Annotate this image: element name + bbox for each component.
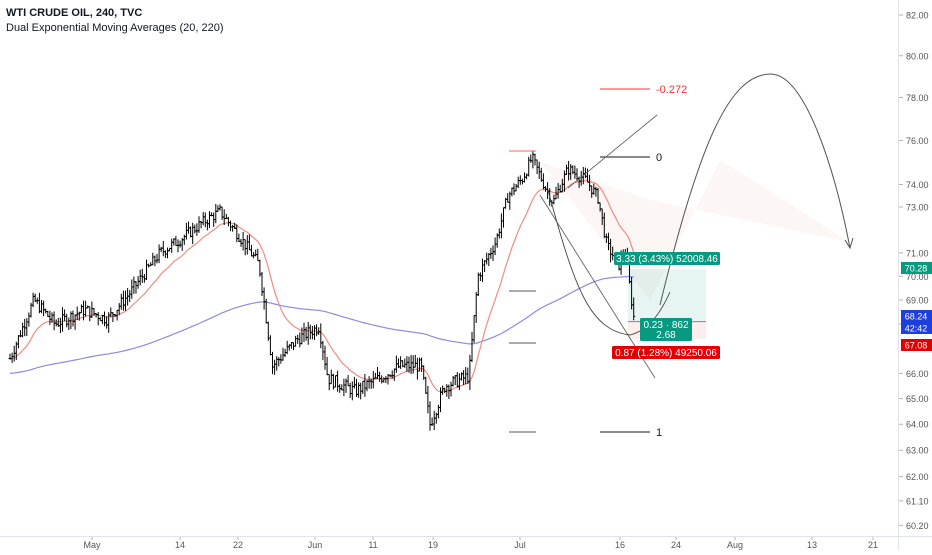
y-tick-label: 71.00 xyxy=(906,248,929,258)
y-tick-label: 78.00 xyxy=(906,93,929,103)
fib-level-label: -0.272 xyxy=(656,84,687,96)
projection-shade xyxy=(540,160,850,300)
y-tick-label: 63.00 xyxy=(906,446,929,456)
y-tick-label: 62.00 xyxy=(906,472,929,482)
x-tick-label: 11 xyxy=(368,540,377,550)
price-badge: 68.24 xyxy=(905,312,928,322)
ema-fast-line xyxy=(9,179,635,392)
price-badge-bg xyxy=(901,310,932,322)
entry-label: 0.23 · 862 xyxy=(643,320,688,331)
x-tick-label: Aug xyxy=(727,540,743,550)
x-tick-label: 21 xyxy=(868,540,878,550)
price-badge: 70.28 xyxy=(905,264,928,274)
x-tick-label: 13 xyxy=(807,540,817,550)
y-tick-label: 82.00 xyxy=(906,10,929,20)
y-tick-label: 70.00 xyxy=(906,272,929,282)
x-tick-label: May xyxy=(83,540,101,550)
ema-slow-line xyxy=(9,275,634,374)
stop-label-bg xyxy=(612,346,720,359)
price-badge-bg xyxy=(901,262,932,274)
target-label-bg xyxy=(614,252,720,265)
indicator-label: Dual Exponential Moving Averages (20, 22… xyxy=(6,22,224,34)
ratio-label-bg xyxy=(640,328,692,341)
y-tick-label: 76.00 xyxy=(906,136,929,146)
price-badge: 42:42 xyxy=(905,324,928,334)
x-tick-label: 19 xyxy=(428,540,438,550)
y-tick-label: 61.10 xyxy=(906,496,929,506)
chart-legend: WTI CRUDE OIL, 240, TVC Dual Exponential… xyxy=(6,6,224,36)
x-tick-label: 24 xyxy=(671,540,681,550)
y-tick-label: 66.00 xyxy=(906,369,929,379)
y-tick-label: 69.00 xyxy=(906,296,929,306)
y-tick-label: 64.00 xyxy=(906,420,929,430)
chart-title: WTI CRUDE OIL, 240, TVC xyxy=(6,7,143,19)
x-tick-label: Jun xyxy=(308,540,323,550)
projection-arc xyxy=(659,73,851,306)
curve-line xyxy=(547,189,671,336)
projection-arrowhead xyxy=(844,237,854,250)
fib-level-label: 1 xyxy=(656,427,662,439)
y-tick-label: 74.00 xyxy=(906,180,929,190)
entry-label-bg xyxy=(640,318,692,331)
fib-level-label: 0 xyxy=(656,152,662,164)
price-badge-bg xyxy=(901,339,932,351)
x-tick-label: 22 xyxy=(233,540,243,550)
ratio-label: 2.68 xyxy=(656,330,676,341)
y-tick-label: 65.00 xyxy=(906,394,929,404)
x-tick-label: 16 xyxy=(615,540,625,550)
target-label: 3.33 (3.43%) 52008.46 xyxy=(616,254,718,265)
y-tick-label: 80.00 xyxy=(906,51,929,61)
y-tick-label: 73.00 xyxy=(906,202,929,212)
x-tick-label: Jul xyxy=(514,540,526,550)
stop-label: 0.87 (1.28%) 49250.06 xyxy=(615,348,717,359)
price-badge-bg xyxy=(901,322,932,334)
channel-line-upper xyxy=(567,114,658,189)
y-tick-label: 60.20 xyxy=(906,521,929,531)
x-tick-label: 14 xyxy=(175,540,185,550)
price-badge: 67.08 xyxy=(905,341,928,351)
